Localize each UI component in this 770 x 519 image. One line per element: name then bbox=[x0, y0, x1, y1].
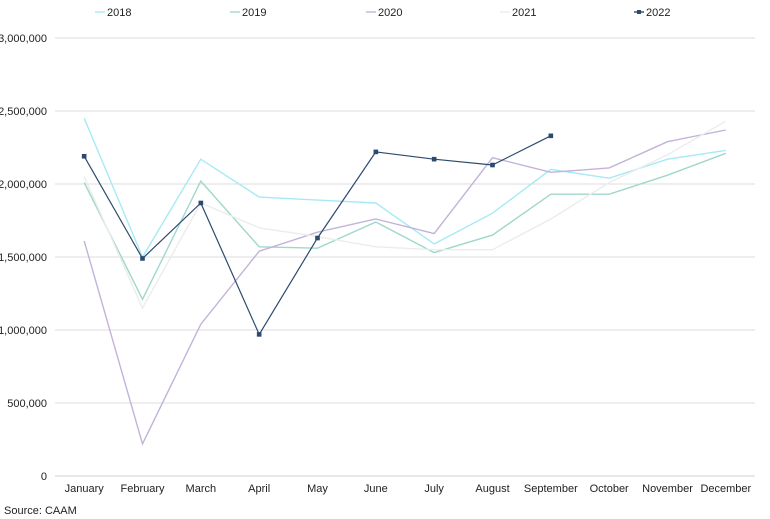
x-tick-label: October bbox=[590, 483, 629, 495]
y-tick-label: 3,000,000 bbox=[0, 33, 47, 45]
y-tick-label: 1,500,000 bbox=[0, 252, 47, 264]
gridlines bbox=[55, 37, 755, 477]
legend-item-2022: 2022 bbox=[634, 7, 670, 19]
y-axis: 3,000,000 2,500,000 2,000,000 1,500,000 1,00… bbox=[0, 33, 47, 483]
data-point-2022 bbox=[431, 156, 437, 162]
data-point-2022 bbox=[548, 133, 554, 139]
x-tick-label: May bbox=[307, 483, 328, 495]
legend-label: 2022 bbox=[646, 7, 670, 19]
x-tick-label: February bbox=[120, 483, 165, 495]
data-point-2022 bbox=[315, 235, 320, 241]
legend-label: 2020 bbox=[378, 7, 402, 19]
source-note: Source: CAAM bbox=[4, 505, 77, 517]
series-line-2018 bbox=[83, 118, 726, 259]
legend-item-2021: 2021 bbox=[500, 7, 536, 19]
series-2019 bbox=[83, 152, 727, 301]
data-point-2022 bbox=[256, 332, 262, 337]
legend-item-2018: 2018 bbox=[95, 7, 131, 19]
data-point-2022 bbox=[140, 256, 145, 261]
y-tick-label: 0 bbox=[41, 471, 47, 483]
legend-label: 2021 bbox=[512, 7, 536, 19]
series-2018 bbox=[83, 118, 726, 259]
series-lines bbox=[81, 118, 727, 446]
x-tick-label: June bbox=[364, 483, 388, 495]
data-point-2022 bbox=[373, 149, 379, 155]
x-tick-label: August bbox=[475, 483, 509, 495]
x-tick-label: January bbox=[65, 483, 105, 495]
legend-item-2020: 2020 bbox=[366, 7, 402, 19]
legend-label: 2019 bbox=[242, 7, 266, 19]
legend-label: 2018 bbox=[107, 7, 131, 19]
series-line-2022 bbox=[83, 135, 552, 336]
data-point-2022 bbox=[198, 200, 204, 206]
y-tick-label: 2,000,000 bbox=[0, 179, 47, 191]
x-axis: January February March April May June July Augu… bbox=[65, 483, 752, 495]
series-line-2020 bbox=[83, 129, 726, 446]
legend-marker bbox=[637, 10, 641, 14]
x-tick-label: December bbox=[700, 483, 751, 495]
legend: 2018 2019 2020 2021 2022 bbox=[95, 7, 670, 19]
x-tick-label: April bbox=[248, 483, 270, 495]
data-point-2022 bbox=[490, 162, 495, 168]
x-tick-label: September bbox=[524, 483, 578, 495]
y-tick-label: 1,000,000 bbox=[0, 325, 47, 337]
series-2020 bbox=[83, 129, 726, 446]
series-2022 bbox=[81, 133, 554, 337]
y-tick-label: 2,500,000 bbox=[0, 106, 47, 118]
series-line-2019 bbox=[83, 152, 727, 301]
x-tick-label: November bbox=[642, 483, 693, 495]
series-2021 bbox=[83, 120, 727, 310]
data-point-2022 bbox=[81, 153, 87, 159]
series-line-2021 bbox=[83, 120, 727, 310]
x-tick-label: July bbox=[424, 483, 444, 495]
legend-item-2019: 2019 bbox=[230, 7, 266, 19]
x-tick-label: March bbox=[186, 483, 217, 495]
y-tick-label: 500,000 bbox=[7, 398, 47, 410]
